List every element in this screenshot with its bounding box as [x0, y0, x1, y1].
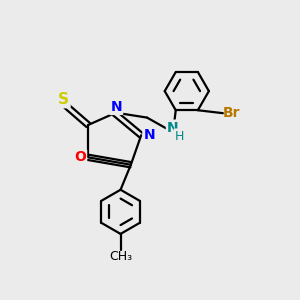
- Text: Br: Br: [223, 106, 241, 120]
- Text: CH₃: CH₃: [109, 250, 132, 263]
- Text: H: H: [175, 130, 184, 143]
- Text: N: N: [110, 100, 122, 114]
- Text: S: S: [58, 92, 69, 107]
- Text: O: O: [74, 150, 86, 164]
- Text: N: N: [167, 121, 179, 135]
- Text: N: N: [144, 128, 155, 142]
